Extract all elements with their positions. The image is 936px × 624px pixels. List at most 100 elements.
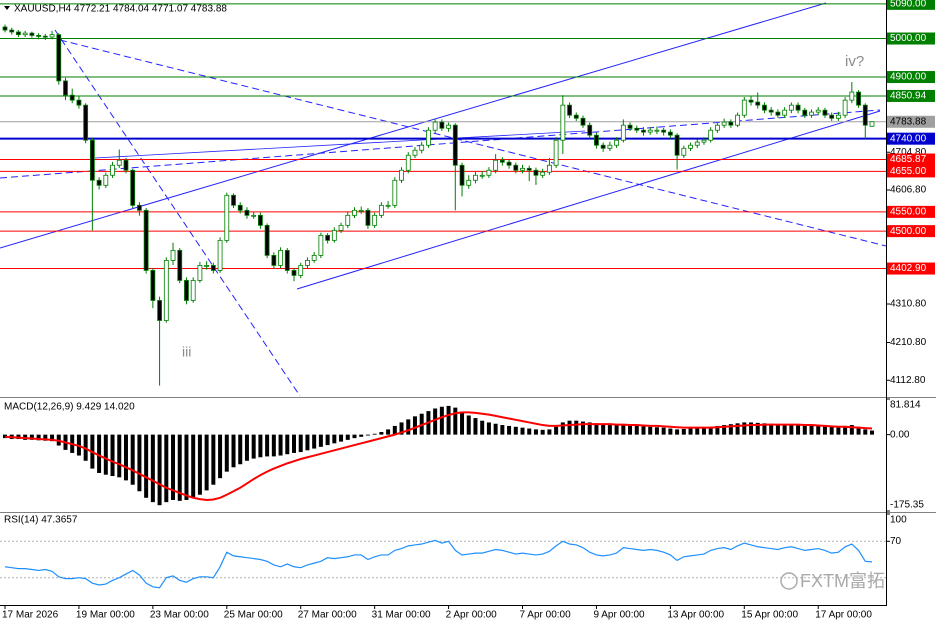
candle-body <box>365 209 371 226</box>
x-tick-label: 27 Mar 00:00 <box>298 610 357 621</box>
candle-body <box>546 164 552 173</box>
y-tick-label: 4112.80 <box>890 375 926 386</box>
candle-body <box>76 99 82 106</box>
candle-body <box>721 121 727 126</box>
level-label-box <box>887 0 935 10</box>
candle-body <box>231 194 236 206</box>
macd-bar <box>574 420 579 435</box>
macd-bar <box>594 423 599 435</box>
macd-bar <box>3 434 7 439</box>
macd-bar <box>218 434 223 479</box>
macd-bar <box>843 425 848 435</box>
macd-bar <box>587 422 592 435</box>
macd-bar <box>271 434 276 457</box>
candle-body <box>715 124 720 131</box>
macd-bar <box>722 425 727 435</box>
candle-body <box>2 26 8 31</box>
candle-body <box>701 139 707 143</box>
watermark: FXTM富拓 <box>780 571 885 591</box>
candle-body <box>271 254 277 266</box>
candle-body <box>499 159 505 163</box>
macd-bar <box>856 426 861 435</box>
macd-bar <box>735 423 740 435</box>
candle-body <box>157 300 162 321</box>
macd-bar <box>144 434 149 498</box>
macd-bar <box>628 425 633 435</box>
candle-body <box>553 139 559 166</box>
candle-body <box>869 121 875 127</box>
macd-bar <box>762 423 767 435</box>
candle-body <box>587 124 593 136</box>
x-tick-label: 13 Apr 00:00 <box>667 610 724 621</box>
candle-body <box>110 164 115 176</box>
trendline-dashed <box>54 29 301 397</box>
macd-bar <box>110 434 115 477</box>
y-tick-label: 4704.80 <box>890 147 927 158</box>
candle-body <box>856 91 861 106</box>
x-tick-label: 25 Mar 00:00 <box>224 610 283 621</box>
macd-bar <box>386 429 391 435</box>
x-tick-label: 17 Apr 00:00 <box>815 610 872 621</box>
macd-bar <box>117 434 122 478</box>
candle-body <box>829 114 835 119</box>
candle-body <box>815 109 821 113</box>
candle-body <box>775 111 781 116</box>
trendline <box>296 110 881 290</box>
macd-bar <box>614 425 619 435</box>
candle-body <box>392 179 398 206</box>
y-tick-label: 4210.80 <box>890 337 927 348</box>
candle-body <box>614 139 620 146</box>
candle-body <box>452 124 458 166</box>
candle-body <box>439 121 445 129</box>
macd-bar <box>701 427 706 435</box>
candle-body <box>116 159 122 166</box>
candle-body <box>802 109 808 116</box>
level-label-box <box>887 165 935 178</box>
macd-bar <box>392 425 397 435</box>
candle-body <box>493 159 499 171</box>
macd-bar <box>224 434 229 472</box>
macd-bar <box>433 408 438 435</box>
candle-body <box>540 171 546 176</box>
candles <box>2 24 875 386</box>
macd-bar <box>621 425 626 435</box>
candle-body <box>331 229 337 241</box>
candle-body <box>446 124 451 129</box>
macd-bar <box>177 434 182 501</box>
macd-bar <box>359 434 364 437</box>
macd-bar <box>312 434 317 449</box>
x-tick-label: 2 Apr 00:00 <box>446 610 498 621</box>
level-label: 5090.00 <box>890 0 927 9</box>
macd-bar <box>796 424 801 435</box>
level-label-box <box>887 225 935 238</box>
menu-triangle[interactable] <box>4 6 10 10</box>
level-label: 4550.00 <box>890 207 927 218</box>
candle-body <box>96 179 102 186</box>
candle-body <box>835 114 841 119</box>
macd-bar <box>103 434 108 475</box>
level-label: 4500.00 <box>890 226 927 237</box>
candle-body <box>533 169 539 176</box>
macd-bar <box>406 419 411 435</box>
candle-body <box>473 174 478 181</box>
level-label: 4685.87 <box>890 154 927 165</box>
macd-bar <box>654 427 659 435</box>
candle-body <box>325 234 331 241</box>
candle-body <box>345 214 351 226</box>
candle-body <box>573 114 579 119</box>
candle-body <box>506 161 512 166</box>
candle-body <box>809 111 814 116</box>
rsi-line <box>4 539 873 589</box>
x-tick-label: 19 Mar 00:00 <box>76 610 135 621</box>
candle-body <box>237 204 243 211</box>
candle-body <box>674 134 680 156</box>
candle-body <box>432 121 438 131</box>
candle-body <box>748 99 754 103</box>
macd-bar <box>123 434 128 481</box>
candle-body <box>284 249 290 271</box>
candle-body <box>170 249 176 261</box>
macd-bar <box>204 434 209 491</box>
candle-body <box>42 35 48 38</box>
candle-body <box>647 129 653 133</box>
x-tick-label: 7 Apr 00:00 <box>520 610 572 621</box>
